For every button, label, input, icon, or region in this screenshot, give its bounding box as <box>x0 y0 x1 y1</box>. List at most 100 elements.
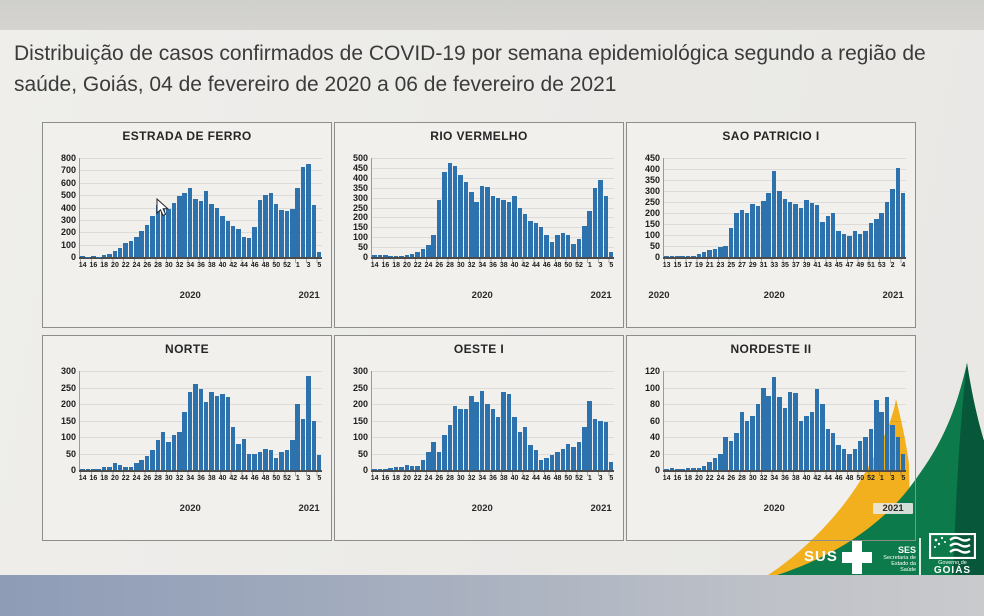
bar-week-27 <box>739 209 745 257</box>
bar-week-32 <box>177 432 182 470</box>
gridline <box>372 371 614 372</box>
x-axis-tick-label: 5 <box>317 262 322 269</box>
bar-week-34 <box>771 376 777 470</box>
y-axis-tick-label: 150 <box>644 219 660 229</box>
chart-panel-norte: NORTE 300 250 200 150 100 50 0 14 16 18 20 22 24 26 28… <box>42 335 332 541</box>
y-axis-tick-label: 300 <box>352 366 368 376</box>
bar-week-15 <box>669 468 675 470</box>
gridline <box>664 180 906 181</box>
y-axis-tick-label: 50 <box>649 241 660 251</box>
bar-week-35 <box>193 384 198 470</box>
bar-week-3 <box>306 375 311 470</box>
bar-week-15 <box>85 469 91 470</box>
bar-week-25 <box>431 441 436 470</box>
bar-week-15 <box>675 255 680 257</box>
bar-week-48 <box>847 453 852 470</box>
bar-week-16 <box>383 255 388 257</box>
gridline <box>372 387 614 389</box>
y-axis-tick-label: 200 <box>60 227 76 238</box>
y-axis-tick-label: 60 <box>649 415 660 426</box>
x-axis-tick-label: 21 <box>705 262 714 269</box>
bar-week-42 <box>814 389 820 470</box>
x-axis-tick-label: 32 <box>467 475 476 482</box>
bar-week-27 <box>442 171 447 257</box>
bar-week-22 <box>707 461 712 470</box>
x-axis-tick-label: 25 <box>727 262 736 269</box>
gridline <box>372 158 614 159</box>
y-axis-tick-label: 0 <box>362 465 368 475</box>
bar-week-51 <box>571 446 576 470</box>
gridline <box>664 158 906 159</box>
chart-panel-oeste-i: OESTE I 300 250 200 150 100 50 0 14 16 18 20 22 24 26… <box>334 335 624 541</box>
x-axis-tick-label: 26 <box>727 475 736 482</box>
gridline <box>372 177 614 179</box>
bar-week-14 <box>664 469 669 470</box>
sus-cross-horizontal <box>842 552 872 563</box>
bar-week-32 <box>766 193 771 257</box>
bar-week-4 <box>603 422 608 470</box>
bar-week-33 <box>182 192 187 257</box>
bar-week-45 <box>247 238 252 257</box>
chart-plot-area: 120 100 80 60 40 20 0 14 16 18 20 22 24 26 28 30 32 34 36 3… <box>626 335 916 541</box>
y-axis-tick-label: 350 <box>352 182 368 193</box>
bar-week-39 <box>506 394 512 470</box>
x-axis-tick-label: 16 <box>381 262 390 269</box>
bar-week-45 <box>831 432 836 470</box>
bar-week-3 <box>890 424 895 470</box>
x-axis-tick-label: 18 <box>392 262 401 269</box>
y-axis-tick-label: 200 <box>644 208 660 218</box>
bar-week-16 <box>680 256 685 257</box>
x-axis-tick-label: 1 <box>295 475 300 482</box>
x-axis-tick-label: 40 <box>510 262 519 269</box>
y-axis-tick-label: 600 <box>60 177 76 188</box>
mouse-cursor-icon <box>156 198 170 217</box>
chart-title: RIO VERMELHO <box>430 129 528 143</box>
x-axis-tick-label: 53 <box>877 262 886 269</box>
x-axis-ticks <box>80 472 322 476</box>
x-axis-tick-label: 42 <box>229 475 238 482</box>
y-axis-tick-label: 0 <box>654 465 660 475</box>
bar-week-2 <box>592 187 598 257</box>
y-axis-tick-label: 250 <box>60 382 76 393</box>
bar-week-26 <box>728 441 734 470</box>
y-axis-tick-label: 800 <box>60 153 76 163</box>
bar-week-33 <box>182 412 187 470</box>
x-axis-tick-label: 28 <box>446 262 454 269</box>
ses-abbr: SES <box>897 545 916 555</box>
bar-week-19 <box>399 256 404 257</box>
bar-week-27 <box>734 432 739 470</box>
bar-week-47 <box>549 455 555 470</box>
x-axis-tick-label: 44 <box>240 475 248 482</box>
x-axis-tick-label: 32 <box>467 262 476 269</box>
y-axis-tick-label: 50 <box>357 448 368 459</box>
bar-week-30 <box>458 174 463 257</box>
bar-week-36 <box>787 202 793 257</box>
bar-week-32 <box>469 395 474 470</box>
bar-week-46 <box>544 235 549 257</box>
x-axis-tick-label: 46 <box>250 475 259 482</box>
bar-week-24 <box>718 453 723 470</box>
bar-week-52 <box>284 450 290 470</box>
bar-week-17 <box>685 256 691 257</box>
x-axis-tick-label: 24 <box>132 475 141 482</box>
gridline <box>664 169 906 170</box>
x-axis-tick-label: 52 <box>575 475 583 482</box>
x-axis-tick-label: 42 <box>521 475 530 482</box>
bar-week-49 <box>560 233 565 257</box>
x-axis-tick-label: 3 <box>306 262 311 269</box>
x-axis-tick-label: 18 <box>684 475 693 482</box>
y-axis-tick-label: 500 <box>60 190 76 201</box>
bar-week-33 <box>474 201 479 257</box>
bar-week-49 <box>852 449 857 470</box>
bar-week-19 <box>399 466 404 470</box>
bar-week-22 <box>415 252 420 257</box>
bar-week-37 <box>203 191 209 257</box>
bar-week-39 <box>214 395 220 470</box>
bar-week-51 <box>863 437 868 470</box>
bar-week-21 <box>409 254 415 257</box>
x-axis-tick-label: 34 <box>478 262 487 269</box>
bar-week-48 <box>263 195 268 257</box>
bar-week-32 <box>177 196 182 257</box>
x-axis-tick-label: 52 <box>283 262 291 269</box>
x-axis-tick-label: 48 <box>261 475 270 482</box>
